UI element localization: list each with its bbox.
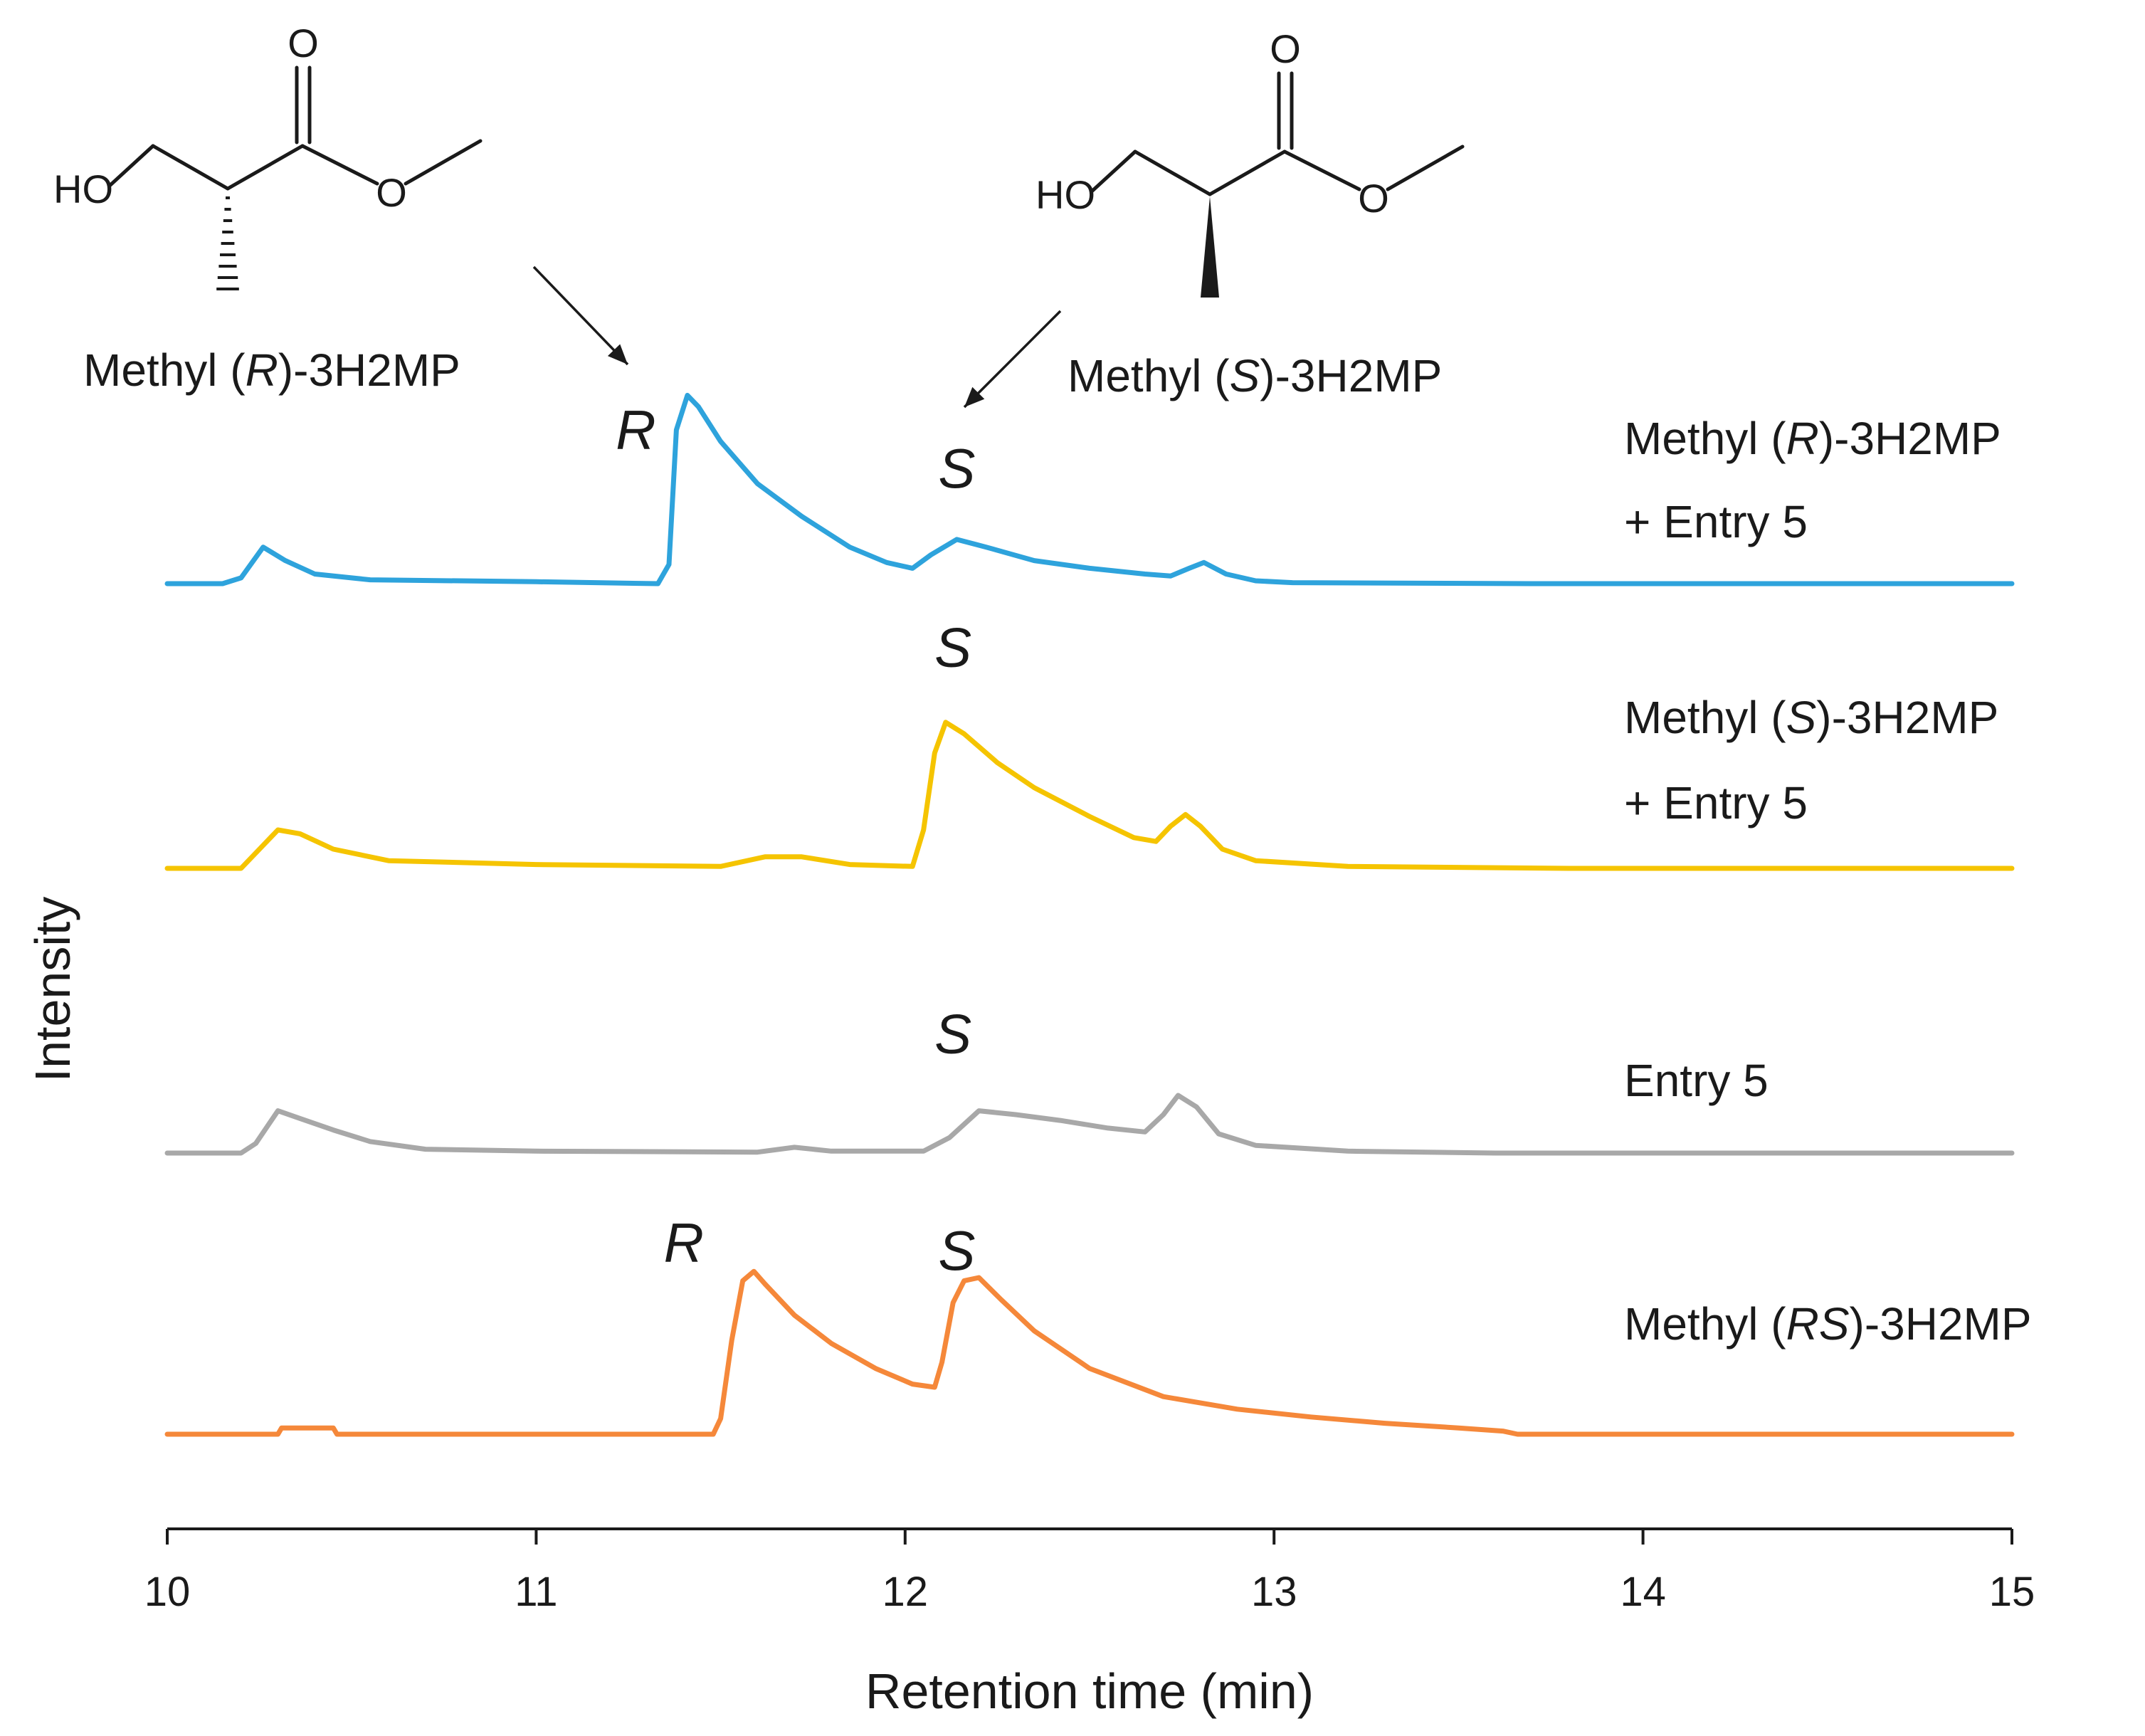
x-tick-label-15: 15 [1989,1569,2035,1615]
chromatogram-traces [164,392,2015,1437]
series-label-racemic-1: Methyl (RS)-3H2MP [1624,1298,2032,1350]
peak-label-racemic-s-2: S [938,1219,975,1282]
series-label-rentry-1: Methyl (R)-3H2MP [1624,413,2001,464]
peak-label-racemic-r-1: R [664,1211,704,1274]
series-label-rentry-2: + Entry 5 [1624,496,1808,547]
trace-rentry [164,392,2015,586]
r-structure-bond-4 [300,144,379,186]
r-structure-bond-5 [404,139,483,186]
peak-label-sentry-s-1: S [934,616,971,679]
x-axis: 10 11 12 13 14 15 Retention time (min) Intensit… [25,897,2035,1719]
chemical-structures: HO O O HO O O Methyl (R)-3H2MP Methyl (S)-3H2MP [53,21,1465,409]
r-structure-name: Methyl (R)-3H2MP [83,344,460,396]
x-tick-label-13: 13 [1251,1569,1297,1615]
x-tick-label-12: 12 [882,1569,929,1615]
series-label-sentry-1: Methyl (S)-3H2MP [1624,692,1998,743]
peak-label-entry5-s-1: S [934,1003,971,1066]
trace-racemic [164,1268,2015,1437]
y-axis-title: Intensity [25,897,80,1083]
peak-label-rentry-r-1: R [616,399,655,461]
peak-label-rentry-s-2: S [938,437,975,500]
r-structure-ester-o-label: O [376,170,407,215]
trace-entry5 [164,1093,2015,1156]
x-tick-label-11: 11 [515,1569,557,1615]
series-label-entry5-1: Entry 5 [1624,1055,1769,1106]
s-structure-bond-4 [1282,149,1361,191]
s-structure-arrow [963,310,1062,409]
r-structure-bond-3 [226,144,305,191]
r-structure-ho-label: HO [53,167,113,211]
x-axis-title: Retention time (min) [865,1663,1314,1719]
s-structure-name: Methyl (S)-3H2MP [1068,350,1442,401]
s-structure-solid-wedge [1201,196,1219,298]
s-structure-ester-o-label: O [1358,176,1389,221]
r-structure-carbonyl-o-label: O [288,21,319,65]
s-structure-bond-1 [1090,149,1137,193]
s-structure: HO O O [1035,26,1465,298]
r-structure-bond-2 [151,144,230,191]
s-structure-bond-5 [1386,144,1465,191]
r-structure-bond-1 [108,144,155,187]
chart-labels: Methyl (R)-3H2MP + Entry 5 R S Methyl (S)-3H… [616,399,2031,1350]
s-structure-bond-2 [1133,149,1212,196]
s-structure-ho-label: HO [1035,172,1095,217]
r-structure-arrow [532,265,629,366]
r-structure-hashed-wedge [216,196,239,290]
trace-sentry [164,720,2015,871]
r-structure: HO O O [53,21,483,290]
x-tick-label-14: 14 [1620,1569,1666,1615]
x-tick-label-10: 10 [144,1569,191,1615]
s-structure-carbonyl-o-label: O [1270,26,1301,71]
series-label-sentry-2: + Entry 5 [1624,777,1808,828]
s-structure-bond-3 [1208,149,1287,196]
